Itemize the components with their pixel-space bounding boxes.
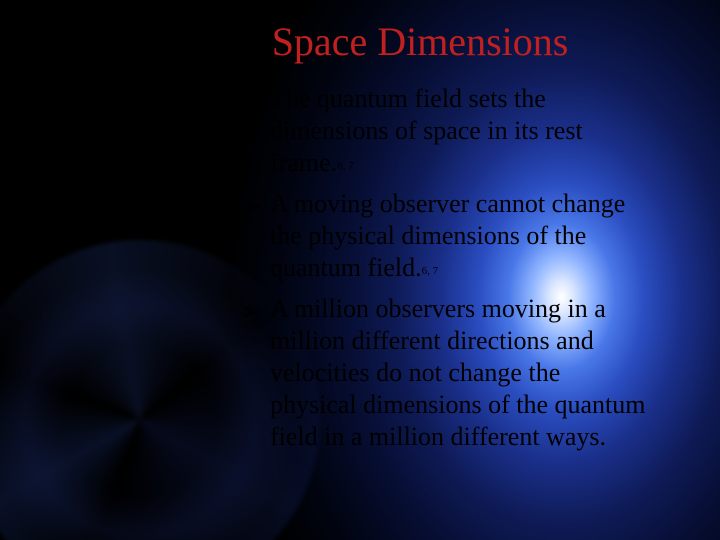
bullet-superscript: 6, 7 — [422, 265, 439, 277]
bullet-text: The quantum field sets the dimensions of… — [270, 84, 583, 177]
bullet-text: A moving observer cannot change the phys… — [270, 189, 625, 282]
bullet-item: ➢ The quantum field sets the dimensions … — [240, 83, 650, 184]
bullet-marker-icon: ➢ — [240, 295, 262, 327]
slide-content: Space Dimensions ➢ The quantum field set… — [0, 0, 720, 540]
bullet-superscript: 6, 7 — [337, 160, 354, 172]
slide-title: Space Dimensions — [160, 18, 680, 65]
bullet-item: ➢ A million observers moving in a millio… — [240, 293, 650, 453]
bullet-marker-icon: ➢ — [240, 85, 262, 117]
bullet-text: A million observers moving in a million … — [270, 294, 646, 451]
bullet-marker-icon: ➢ — [240, 190, 262, 222]
bullet-list: ➢ The quantum field sets the dimensions … — [240, 83, 650, 453]
bullet-item: ➢ A moving observer cannot change the ph… — [240, 188, 650, 289]
